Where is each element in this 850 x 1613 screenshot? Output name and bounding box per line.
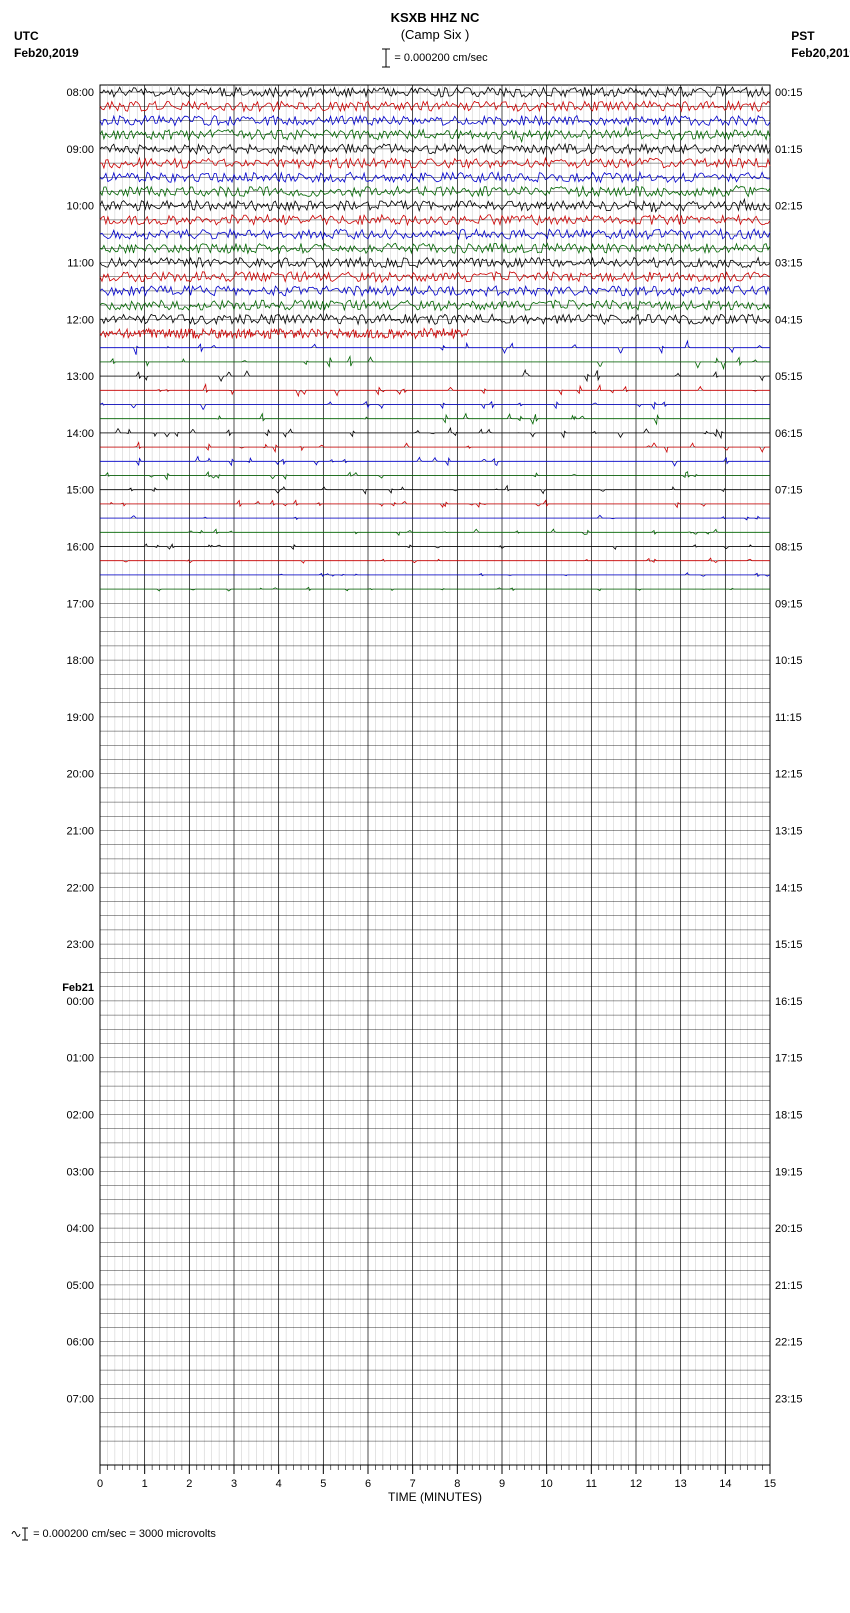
svg-text:09:00: 09:00 <box>66 144 94 156</box>
svg-text:00:00: 00:00 <box>66 996 94 1008</box>
helicorder-chart: 08:00 09:00 10:00 11:00 12:00 13:00 14:00 15:00… <box>20 80 850 1515</box>
svg-text:22:15: 22:15 <box>775 1337 803 1349</box>
svg-text:02:00: 02:00 <box>66 1110 94 1122</box>
svg-text:4: 4 <box>276 1478 282 1490</box>
svg-text:17:00: 17:00 <box>66 598 94 610</box>
svg-text:08:15: 08:15 <box>775 542 803 554</box>
svg-text:06:15: 06:15 <box>775 428 803 440</box>
svg-text:01:15: 01:15 <box>775 144 803 156</box>
svg-text:22:00: 22:00 <box>66 882 94 894</box>
svg-text:0: 0 <box>97 1478 103 1490</box>
svg-text:10:00: 10:00 <box>66 201 94 213</box>
svg-text:01:00: 01:00 <box>66 1053 94 1065</box>
svg-text:23:15: 23:15 <box>775 1394 803 1406</box>
scale-text: = 0.000200 cm/sec <box>394 52 487 64</box>
svg-text:14: 14 <box>719 1478 731 1490</box>
scale-bar-icon <box>382 48 390 68</box>
svg-text:19:15: 19:15 <box>775 1166 803 1178</box>
station-title: KSXB HHZ NC <box>10 10 850 27</box>
svg-text:11:00: 11:00 <box>67 258 94 270</box>
chart-header: UTC Feb20,2019 PST Feb20,2019 KSXB HHZ N… <box>10 10 850 80</box>
svg-text:04:00: 04:00 <box>66 1223 94 1235</box>
svg-text:7: 7 <box>410 1478 416 1490</box>
right-date: Feb20,2019 <box>791 46 850 60</box>
svg-text:19:00: 19:00 <box>66 712 94 724</box>
svg-text:8: 8 <box>454 1478 460 1490</box>
left-tz-label: UTC <box>14 29 39 43</box>
right-tz-label: PST <box>791 29 814 43</box>
chart-footer: = 0.000200 cm/sec = 3000 microvolts <box>10 1527 850 1541</box>
svg-text:10: 10 <box>541 1478 553 1490</box>
svg-text:16:00: 16:00 <box>66 542 94 554</box>
svg-text:07:15: 07:15 <box>775 485 803 497</box>
svg-text:18:15: 18:15 <box>775 1110 803 1122</box>
svg-text:1: 1 <box>142 1478 148 1490</box>
svg-text:11:15: 11:15 <box>775 712 802 724</box>
svg-text:14:00: 14:00 <box>66 428 94 440</box>
svg-text:07:00: 07:00 <box>66 1394 94 1406</box>
svg-text:6: 6 <box>365 1478 371 1490</box>
scale-legend: = 0.000200 cm/sec <box>10 48 850 68</box>
svg-text:17:15: 17:15 <box>775 1053 803 1065</box>
svg-text:15:15: 15:15 <box>775 939 803 951</box>
left-tz-block: UTC Feb20,2019 <box>14 28 79 62</box>
svg-text:05:00: 05:00 <box>66 1280 94 1292</box>
svg-text:09:15: 09:15 <box>775 598 803 610</box>
svg-text:15:00: 15:00 <box>66 485 94 497</box>
svg-text:15: 15 <box>764 1478 776 1490</box>
svg-text:12:00: 12:00 <box>66 314 94 326</box>
svg-text:21:15: 21:15 <box>775 1280 803 1292</box>
svg-text:5: 5 <box>320 1478 326 1490</box>
svg-text:20:00: 20:00 <box>66 769 94 781</box>
svg-text:11: 11 <box>586 1478 597 1490</box>
svg-text:13: 13 <box>675 1478 687 1490</box>
svg-text:14:15: 14:15 <box>775 882 803 894</box>
svg-text:13:15: 13:15 <box>775 826 803 838</box>
svg-text:00:15: 00:15 <box>775 87 803 99</box>
svg-text:23:00: 23:00 <box>66 939 94 951</box>
footer-text: = 0.000200 cm/sec = 3000 microvolts <box>33 1528 216 1540</box>
station-subtitle: (Camp Six ) <box>10 27 850 44</box>
svg-text:13:00: 13:00 <box>66 371 94 383</box>
svg-text:21:00: 21:00 <box>66 826 94 838</box>
svg-text:16:15: 16:15 <box>775 996 803 1008</box>
svg-text:3: 3 <box>231 1478 237 1490</box>
svg-text:03:15: 03:15 <box>775 258 803 270</box>
svg-text:08:00: 08:00 <box>66 87 94 99</box>
svg-text:20:15: 20:15 <box>775 1223 803 1235</box>
svg-text:12:15: 12:15 <box>775 769 803 781</box>
left-date: Feb20,2019 <box>14 46 79 60</box>
svg-text:18:00: 18:00 <box>66 655 94 667</box>
svg-text:04:15: 04:15 <box>775 314 803 326</box>
svg-text:03:00: 03:00 <box>66 1166 94 1178</box>
svg-text:06:00: 06:00 <box>66 1337 94 1349</box>
svg-text:02:15: 02:15 <box>775 201 803 213</box>
footer-scale-icon <box>10 1527 30 1541</box>
svg-text:Feb21: Feb21 <box>62 982 94 994</box>
right-tz-block: PST Feb20,2019 <box>791 28 850 62</box>
svg-text:2: 2 <box>186 1478 192 1490</box>
svg-text:05:15: 05:15 <box>775 371 803 383</box>
svg-text:TIME (MINUTES): TIME (MINUTES) <box>388 1490 482 1504</box>
svg-text:9: 9 <box>499 1478 505 1490</box>
svg-text:10:15: 10:15 <box>775 655 803 667</box>
svg-text:12: 12 <box>630 1478 642 1490</box>
